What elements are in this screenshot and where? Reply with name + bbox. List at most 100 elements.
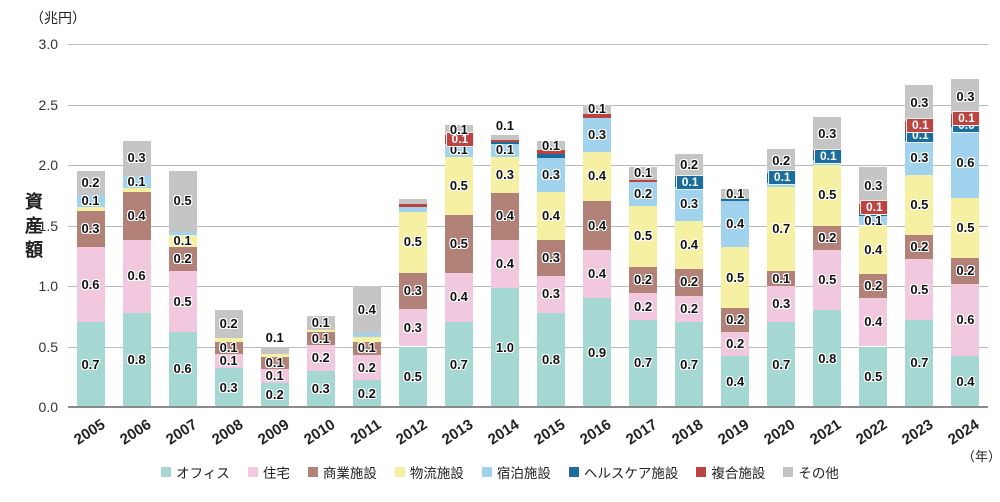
x-tick-label-2006: 2006 <box>116 416 154 449</box>
y-tick-label-1.0: 1.0 <box>38 278 58 294</box>
gridline-1.0 <box>68 286 988 287</box>
value-label-2007-other: 0.5 <box>173 193 192 209</box>
value-label-2022-office: 0.5 <box>864 368 883 384</box>
value-label-2005-lodging: 0.1 <box>81 193 100 209</box>
bar-2015-segment-office <box>537 312 565 407</box>
value-label-2023-logistics: 0.5 <box>910 196 929 212</box>
legend-label-mixed-use: 複合施設 <box>711 466 766 481</box>
value-label-2017-lodging: 0.2 <box>634 186 653 202</box>
bar-2006-segment-residential <box>122 240 151 313</box>
bar-2010-segment-logistics <box>306 329 335 332</box>
value-label-2022-other: 0.3 <box>864 177 883 193</box>
x-tick-label-2018: 2018 <box>669 416 707 449</box>
bar-2017-segment-other <box>629 167 658 180</box>
bar-2020-segment-logistics <box>767 186 796 272</box>
value-label-2024-logistics: 0.5 <box>956 219 975 235</box>
legend-label-residential: 住宅 <box>262 466 290 481</box>
bar-2020-segment-other <box>767 149 796 174</box>
value-label-2021-residential: 0.5 <box>818 271 837 287</box>
bar-2007-segment-commercial <box>168 247 197 272</box>
bar-2023-segment-lodging <box>905 140 934 175</box>
x-tick-label-2020: 2020 <box>761 416 799 449</box>
gridline-2.0 <box>68 165 988 166</box>
bar-2019-segment-residential <box>721 331 750 357</box>
bar-2015-segment-commercial <box>537 240 565 277</box>
bar-2016-segment-residential <box>583 249 612 299</box>
value-label-2007-office: 0.6 <box>173 361 192 377</box>
bar-2009-segment-office <box>260 382 289 407</box>
value-label-2011-other: 0.4 <box>357 301 376 317</box>
bar-2005-segment-lodging <box>76 195 105 208</box>
bar-2005-segment-logistics <box>76 207 105 211</box>
value-label-2008-commercial: 0.1 <box>219 339 238 355</box>
bar-2020-segment-office <box>767 322 796 407</box>
value-label-2014-commercial: 0.4 <box>495 208 514 224</box>
value-label-2019-residential: 0.2 <box>726 336 745 352</box>
x-tick-label-2012: 2012 <box>392 416 431 449</box>
x-tick-label-2011: 2011 <box>347 416 385 448</box>
x-axis-line <box>68 406 988 408</box>
bar-2022-segment-other <box>859 167 888 204</box>
value-label-2009-commercial: 0.1 <box>265 355 284 371</box>
bar-2014-segment-office <box>490 288 519 407</box>
bar-2022-segment-lodging <box>859 215 888 226</box>
x-tick-label-2021: 2021 <box>807 416 845 449</box>
bar-2007-segment-lodging <box>168 231 197 236</box>
legend-swatch-lodging <box>481 467 492 477</box>
x-tick-label-2005: 2005 <box>70 416 108 449</box>
bar-2014-segment-healthcare <box>490 142 519 145</box>
bar-2008-segment-logistics <box>214 338 243 342</box>
unit-label: （兆円） <box>30 10 86 26</box>
bar-2015-segment-healthcare <box>537 154 565 158</box>
bar-2014-segment-residential <box>490 240 519 289</box>
value-label-2011-office: 0.2 <box>357 385 376 401</box>
bar-2013-segment-commercial <box>444 214 473 273</box>
value-label-2022-mixed-use: 0.1 <box>860 199 889 215</box>
bar-2009-segment-commercial <box>260 357 289 370</box>
bar-2010-segment-commercial <box>306 331 335 346</box>
bar-2018-segment-residential <box>675 295 704 323</box>
value-label-2016-lodging: 0.3 <box>588 126 607 142</box>
bar-2016-segment-commercial <box>583 201 612 250</box>
value-label-2008-residential: 0.1 <box>219 353 238 369</box>
bar-2015-segment-other <box>537 140 565 151</box>
bar-2013-segment-residential <box>444 272 473 323</box>
bar-2020-segment-residential <box>767 286 796 323</box>
bar-2013-segment-other <box>444 125 473 135</box>
value-label-2008-other: 0.2 <box>219 316 238 332</box>
bar-2008-segment-office <box>214 368 243 407</box>
value-label-2005-other: 0.2 <box>81 175 100 191</box>
value-label-2015-commercial: 0.3 <box>541 250 561 266</box>
value-label-2023-office: 0.7 <box>910 355 929 371</box>
value-label-2017-logistics: 0.5 <box>634 228 653 244</box>
bar-2017-segment-office <box>629 319 658 407</box>
bar-2007-segment-office <box>168 331 197 407</box>
bar-2021-segment-office <box>813 310 842 407</box>
gridline-0.5 <box>68 346 988 348</box>
value-label-2024-lodging: 0.6 <box>956 154 975 170</box>
value-label-2006-commercial: 0.4 <box>127 207 146 223</box>
value-label-2020-healthcare: 0.1 <box>768 170 797 186</box>
value-label-2015-lodging: 0.3 <box>541 166 561 182</box>
value-label-2016-office: 0.9 <box>588 344 607 360</box>
x-tick-label-2008: 2008 <box>208 416 246 449</box>
bar-2012-segment-logistics <box>398 212 427 273</box>
bar-2024-segment-logistics <box>951 197 980 259</box>
value-label-2014-office: 1.0 <box>495 339 514 355</box>
bar-2005-segment-office <box>76 322 105 407</box>
value-label-2010-commercial: 0.1 <box>311 330 330 346</box>
value-label-2016-residential: 0.4 <box>588 265 607 281</box>
x-tick-label-2014: 2014 <box>484 416 523 449</box>
value-label-2012-commercial: 0.3 <box>403 282 422 298</box>
x-tick-label-2015: 2015 <box>531 416 569 449</box>
value-label-2013-other: 0.1 <box>449 121 468 137</box>
bar-2014-segment-logistics <box>490 156 519 193</box>
value-label-2017-office: 0.7 <box>634 355 653 371</box>
bar-2017-segment-lodging <box>629 181 658 207</box>
value-label-2012-logistics: 0.5 <box>403 234 422 250</box>
value-label-2007-commercial: 0.2 <box>173 251 192 267</box>
value-label-2023-mixed-use: 0.1 <box>906 118 935 134</box>
legend-label-commercial: 商業施設 <box>322 466 377 481</box>
legend-item-mixed-use: 複合施設 <box>696 462 765 482</box>
